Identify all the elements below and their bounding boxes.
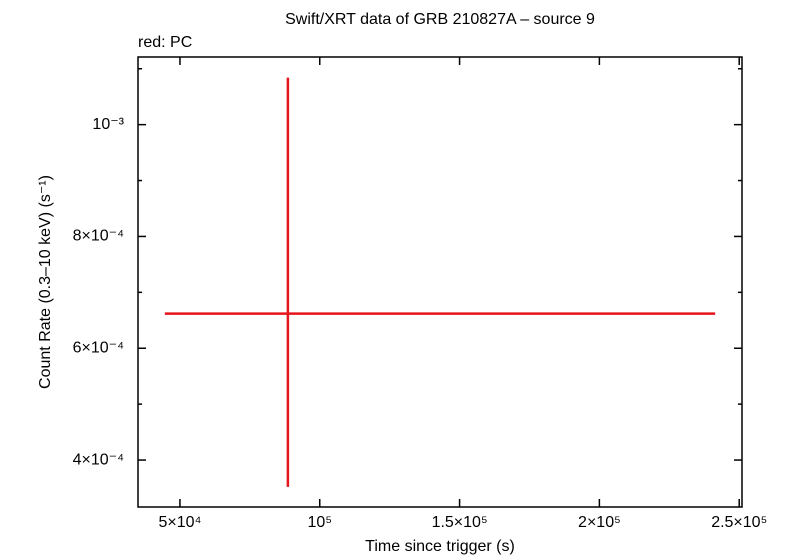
x-axis-label: Time since trigger (s) xyxy=(365,538,515,555)
chart-title: Swift/XRT data of GRB 210827A – source 9 xyxy=(285,11,595,28)
x-tick-label: 10⁵ xyxy=(308,514,332,531)
x-tick-label: 5×10⁴ xyxy=(158,514,201,531)
y-tick-label: 6×10⁻⁴ xyxy=(73,339,124,356)
y-tick-label: 8×10⁻⁴ xyxy=(73,228,124,245)
x-tick-label: 2×10⁵ xyxy=(578,514,621,531)
y-tick-label: 4×10⁻⁴ xyxy=(73,451,124,468)
x-tick-label: 2.5×10⁵ xyxy=(711,514,767,531)
x-tick-label: 1.5×10⁵ xyxy=(432,514,488,531)
chart-subtitle: red: PC xyxy=(138,34,192,51)
y-axis-label: Count Rate (0.3–10 keV) (s⁻¹) xyxy=(37,175,54,389)
y-tick-label: 10⁻³ xyxy=(92,116,124,133)
plot-frame xyxy=(137,56,743,508)
